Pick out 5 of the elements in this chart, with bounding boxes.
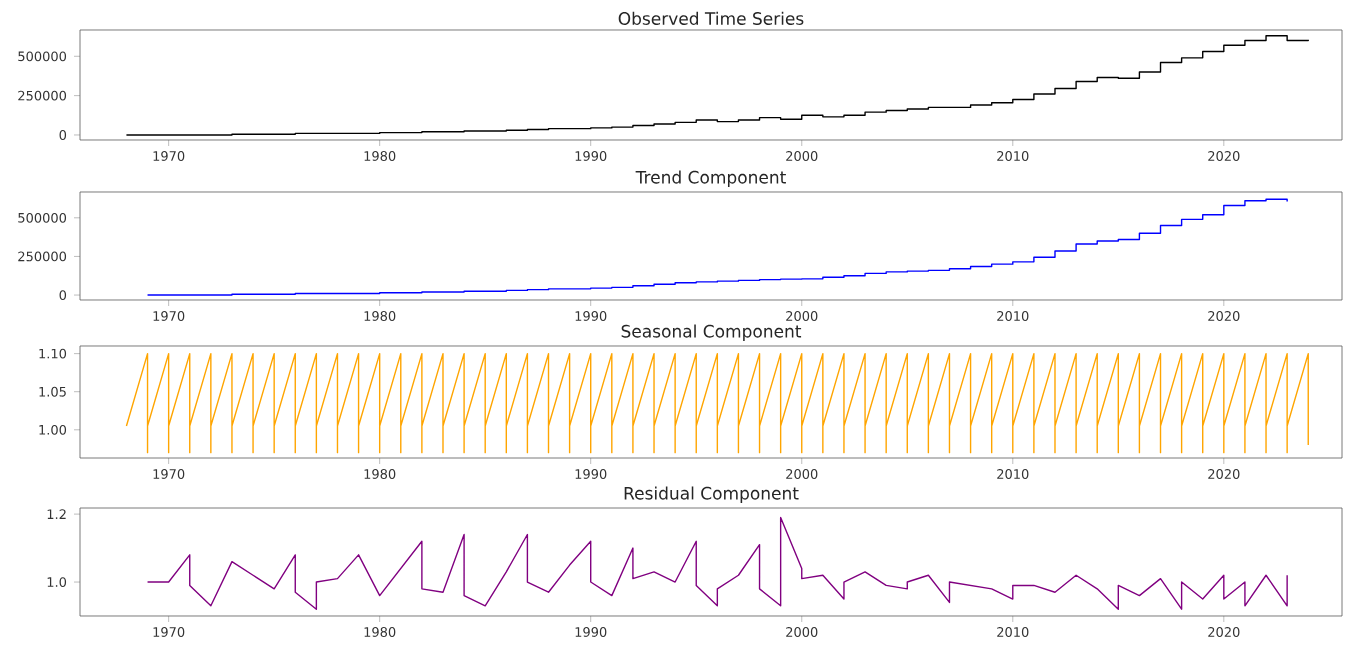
chart-title: Trend Component — [635, 170, 786, 187]
chart-title: Residual Component — [624, 486, 799, 503]
chart-title: Observed Time Series — [618, 11, 804, 25]
chart-title: Seasonal Component — [621, 324, 802, 341]
line-series — [125, 352, 1309, 454]
